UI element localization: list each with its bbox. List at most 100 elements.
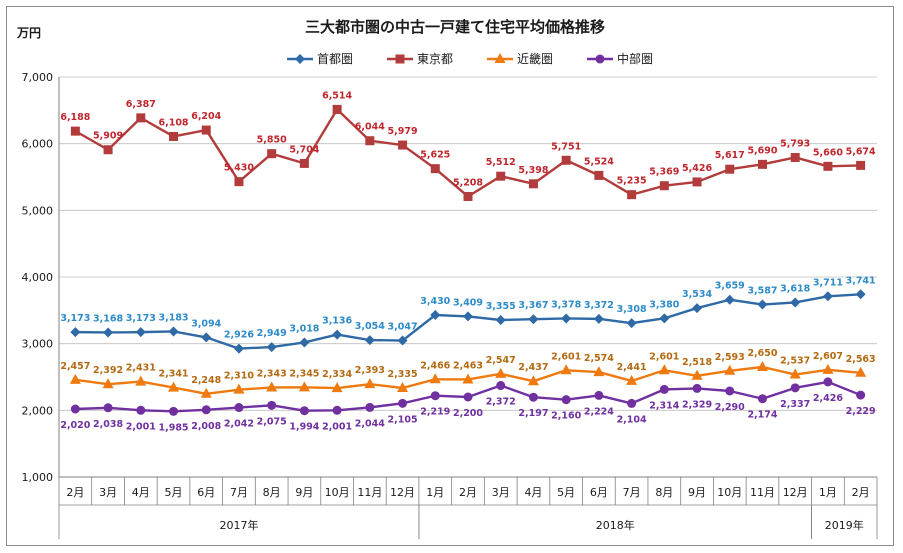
data-label: 2,224 [584,406,614,417]
data-point-square [627,190,637,200]
data-point-square [299,158,309,168]
data-label: 2,466 [420,360,450,371]
data-point-square [136,113,146,123]
x-category-label: 12月 [390,486,415,499]
x-category-label: 5月 [557,486,575,499]
data-label: 2,008 [191,421,221,432]
legend-label: 中部圏 [617,51,653,66]
data-point-triangle [462,373,474,384]
data-point-triangle [331,382,343,393]
data-point-square [169,131,179,141]
data-point-circle [267,400,277,410]
data-point-circle [430,391,440,401]
line-chart: 三大都市圏の中古一戸建て住宅平均価格推移 万円 首都圏 東京都 近畿圏 中部圏 1,0… [16,18,878,539]
data-label: 3,659 [715,281,745,292]
data-point-circle [627,398,637,408]
data-label: 3,173 [126,313,156,324]
data-label: 3,378 [551,299,581,310]
data-label: 5,909 [93,131,123,142]
x-category-label: 12月 [783,486,808,499]
data-label: 5,426 [682,163,712,174]
data-point-triangle [724,364,736,375]
x-category-label: 3月 [99,486,117,499]
data-point-square [267,149,277,159]
data-label: 2,601 [649,351,679,362]
data-label: 6,044 [355,122,385,133]
data-point-square [757,159,767,169]
data-label: 5,793 [780,138,810,149]
data-point-diamond [135,327,146,338]
data-point-triangle [397,382,409,392]
x-category-label: 11月 [750,486,775,499]
data-point-circle [561,395,571,405]
data-label: 5,850 [257,135,287,146]
data-label: 3,430 [420,296,450,307]
data-point-triangle [168,381,180,392]
data-label: 2,229 [846,406,876,417]
data-label: 5,674 [846,146,876,157]
data-point-triangle [429,373,441,384]
x-category-label: 6月 [590,486,608,499]
data-point-square [234,177,244,187]
data-label: 2,426 [813,393,843,404]
legend: 首都圏 東京都 近畿圏 中部圏 [287,51,653,66]
data-point-diamond [233,343,244,354]
data-label: 6,188 [60,112,90,123]
data-point-triangle [560,364,572,375]
data-point-square [659,181,669,191]
x-category-label: 4月 [524,486,542,499]
data-point-triangle [593,366,605,377]
data-label: 1,994 [289,422,319,433]
data-point-circle [757,394,767,404]
year-label: 2018年 [596,518,635,532]
data-point-square [528,179,538,189]
data-point-diamond [397,335,408,346]
y-tick-label: 2,000 [22,404,54,417]
data-label: 5,660 [813,147,843,158]
data-label: 2,393 [355,365,385,376]
data-point-square [594,170,604,180]
data-label: 3,711 [813,277,843,288]
data-label: 3,618 [780,283,810,294]
data-point-circle [659,384,669,394]
data-point-square [856,160,866,170]
data-label: 3,168 [93,313,123,324]
legend-item: 東京都 [387,52,453,66]
data-point-diamond [495,315,506,325]
data-label: 2,441 [617,362,647,373]
data-label: 2,020 [60,420,90,431]
x-category-label: 3月 [492,486,510,499]
data-point-square [103,145,113,155]
data-point-circle [332,405,342,415]
data-label: 5,690 [747,145,777,156]
data-point-triangle [69,373,81,384]
data-point-triangle [102,378,114,389]
legend-label: 首都圏 [317,52,353,66]
data-point-diamond [626,318,637,329]
data-label: 2,335 [388,369,418,380]
data-point-square [70,126,80,136]
legend-label: 近畿圏 [517,52,553,66]
data-label: 2,174 [747,410,777,421]
data-label: 3,173 [60,313,90,324]
data-label: 2,437 [518,362,548,373]
data-point-diamond [855,289,866,300]
data-point-triangle [298,381,310,392]
data-label: 2,105 [388,414,418,425]
data-label: 2,104 [617,414,647,425]
x-category-label: 7月 [623,486,641,499]
data-point-circle [692,383,702,393]
x-category-label: 9月 [295,486,313,499]
data-label: 5,751 [551,141,581,152]
data-label: 3,183 [158,312,188,323]
legend-item: 近畿圏 [487,52,553,66]
data-point-diamond [593,313,604,324]
data-label: 2,219 [420,407,450,418]
data-label: 3,018 [289,323,319,334]
data-label: 6,514 [322,90,352,101]
data-label: 2,042 [224,419,254,430]
data-point-circle [496,381,506,391]
data-label: 3,355 [486,301,516,312]
data-point-diamond [724,294,735,305]
data-label: 2,337 [780,399,810,410]
